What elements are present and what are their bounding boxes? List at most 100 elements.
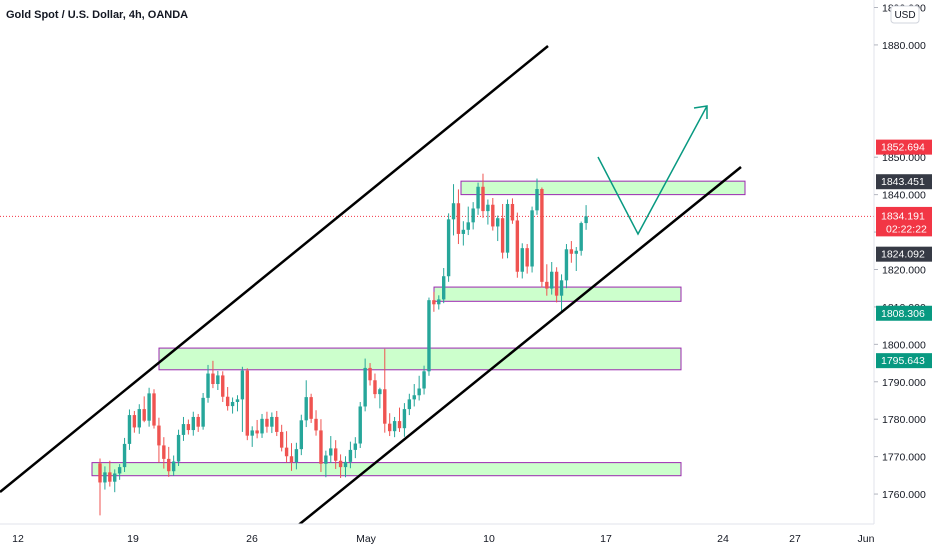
candle-body[interactable] — [284, 447, 289, 457]
candle-body[interactable] — [392, 421, 397, 432]
support-resistance-zone[interactable] — [158, 347, 682, 371]
candle-body[interactable] — [569, 249, 574, 254]
candle-body[interactable] — [319, 430, 323, 464]
candle-body[interactable] — [422, 371, 426, 389]
candle-body[interactable] — [368, 367, 372, 381]
candle-body[interactable] — [152, 393, 156, 426]
candle-body[interactable] — [500, 218, 505, 253]
projection-path[interactable] — [597, 105, 708, 236]
currency-button[interactable]: USD — [890, 5, 920, 24]
candle-body[interactable] — [103, 472, 107, 483]
candle-body[interactable] — [358, 406, 362, 444]
candle-body[interactable] — [270, 416, 274, 427]
price-label-badge[interactable]: 1843.451 — [876, 174, 932, 190]
candle-body[interactable] — [397, 421, 402, 429]
candle-body[interactable] — [147, 393, 151, 421]
candle-body[interactable] — [579, 223, 583, 251]
candle-body[interactable] — [373, 380, 377, 395]
candle-body[interactable] — [574, 250, 578, 254]
candle-body[interactable] — [525, 248, 529, 267]
candle-body[interactable] — [162, 445, 166, 459]
candle-body[interactable] — [181, 424, 186, 435]
candle-body[interactable] — [338, 460, 343, 468]
candle-body[interactable] — [122, 443, 127, 468]
candle-body[interactable] — [402, 409, 407, 429]
candle-body[interactable] — [117, 467, 122, 474]
candle-body[interactable] — [545, 281, 549, 289]
time-axis[interactable]: 12 19 26 May 10 17 24 27 Jun — [0, 523, 932, 550]
candle-body[interactable] — [343, 461, 348, 468]
candle-body[interactable] — [255, 430, 259, 434]
candle-body[interactable] — [245, 370, 249, 436]
candle-body[interactable] — [309, 397, 313, 419]
candle-body[interactable] — [412, 395, 416, 400]
support-resistance-zone[interactable] — [460, 180, 746, 196]
support-resistance-zone[interactable] — [91, 462, 682, 477]
candle-body[interactable] — [466, 222, 470, 230]
candle-body[interactable] — [167, 458, 171, 472]
candle-body[interactable] — [265, 418, 269, 427]
candle-body[interactable] — [127, 415, 132, 444]
candle-body[interactable] — [451, 203, 456, 220]
candle-body[interactable] — [211, 373, 215, 385]
candle-body[interactable] — [427, 300, 431, 372]
candle-body[interactable] — [235, 399, 240, 402]
candle-body[interactable] — [299, 420, 304, 450]
candle-body[interactable] — [196, 416, 200, 427]
candle-body[interactable] — [216, 375, 220, 385]
candle-body[interactable] — [481, 186, 485, 212]
candle-body[interactable] — [186, 424, 191, 431]
candle-body[interactable] — [132, 415, 137, 428]
upper-trendline[interactable] — [0, 45, 549, 493]
candle-body[interactable] — [559, 280, 564, 296]
candle-body[interactable] — [289, 456, 294, 463]
candle-body[interactable] — [442, 276, 446, 300]
candle-body[interactable] — [157, 425, 161, 446]
candle-body[interactable] — [191, 416, 195, 431]
candle-body[interactable] — [550, 271, 554, 289]
candle-body[interactable] — [496, 218, 500, 227]
candle-body[interactable] — [510, 203, 515, 221]
candle-body[interactable] — [491, 204, 495, 227]
candle-body[interactable] — [333, 448, 338, 461]
candle-body[interactable] — [437, 299, 441, 305]
candle-body[interactable] — [387, 423, 392, 432]
candle-body[interactable] — [520, 248, 524, 272]
price-label-badge[interactable]: 1808.306 — [876, 305, 932, 321]
lower-trendline[interactable] — [295, 166, 742, 528]
candle-body[interactable] — [329, 448, 333, 456]
candle-body[interactable] — [432, 300, 436, 305]
candle-body[interactable] — [383, 389, 387, 424]
candle-body[interactable] — [137, 409, 141, 428]
candle-body[interactable] — [260, 418, 264, 434]
candle-body[interactable] — [417, 388, 421, 396]
candle-body[interactable] — [230, 401, 235, 407]
candle-body[interactable] — [294, 449, 299, 463]
price-label-badge[interactable]: 1824.092 — [876, 246, 932, 262]
candle-body[interactable] — [446, 219, 451, 277]
candle-body[interactable] — [206, 373, 210, 398]
candle-body[interactable] — [564, 249, 569, 281]
candle-body[interactable] — [530, 210, 534, 267]
candle-body[interactable] — [225, 396, 230, 407]
candle-body[interactable] — [324, 455, 328, 464]
candle-body[interactable] — [314, 418, 318, 431]
candle-body[interactable] — [540, 189, 544, 282]
candle-body[interactable] — [515, 220, 520, 272]
candle-body[interactable] — [535, 189, 539, 211]
candle-body[interactable] — [108, 472, 112, 482]
candle-body[interactable] — [304, 397, 308, 421]
price-axis[interactable]: 1760.000 1770.000 1780.000 1790.000 1800.000… — [873, 0, 932, 524]
candle-body[interactable] — [113, 473, 117, 482]
candle-body[interactable] — [505, 203, 510, 253]
candle-body[interactable] — [554, 271, 559, 296]
candle-body[interactable] — [461, 229, 466, 234]
candle-body[interactable] — [407, 399, 412, 410]
candle-body[interactable] — [348, 449, 353, 462]
candle-body[interactable] — [171, 461, 176, 472]
candle-body[interactable] — [176, 434, 181, 462]
candle-body[interactable] — [221, 375, 225, 397]
candle-body[interactable] — [584, 216, 588, 224]
